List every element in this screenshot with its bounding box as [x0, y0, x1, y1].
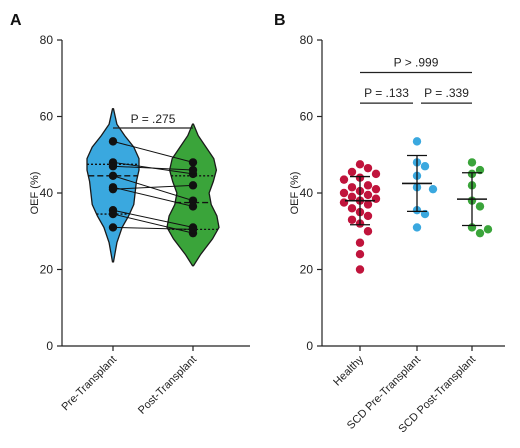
comparison-brackets: P = .133 P = .339 P > .999: [360, 56, 472, 104]
data-point: [339, 198, 349, 207]
data-point: [363, 190, 373, 200]
y-tick-label: 20: [40, 263, 54, 277]
pair-line: [112, 213, 194, 234]
x-category-label: Post-Transplant: [136, 354, 199, 417]
y-tick-labels: 0 20 40 60 80: [40, 33, 62, 353]
post-point: [188, 158, 198, 167]
pair-line: [112, 140, 194, 163]
data-point: [412, 137, 422, 146]
data-point: [347, 215, 357, 224]
p-value-label: P > .999: [394, 56, 439, 70]
data-point: [371, 184, 381, 194]
pair-line: [112, 226, 194, 230]
data-point: [363, 227, 373, 236]
panel-a-letter: A: [10, 12, 22, 29]
pre-point: [108, 209, 118, 219]
data-point: [420, 162, 430, 171]
pre-point: [108, 137, 118, 146]
post-point: [188, 181, 198, 190]
pre-point: [108, 162, 118, 171]
pre-point: [108, 223, 118, 232]
data-point: [339, 175, 349, 184]
y-tick-label: 80: [300, 33, 314, 47]
y-axis-title: OEF (%): [289, 172, 301, 215]
data-point: [412, 223, 422, 232]
pair-line: [112, 209, 194, 228]
post-point: [188, 202, 198, 211]
post-point: [188, 165, 198, 175]
pair-lines: [112, 140, 194, 234]
data-points: [339, 137, 493, 274]
data-point: [347, 204, 357, 213]
y-tick-label: 40: [300, 186, 314, 200]
data-point: [483, 225, 493, 234]
data-points: [108, 137, 198, 238]
p-value-label: P = .133: [364, 86, 409, 100]
y-tick-label: 60: [40, 110, 54, 124]
y-tick-label: 80: [40, 33, 54, 47]
data-point: [371, 194, 381, 203]
data-point: [339, 188, 349, 198]
mean-sd-bars: [345, 154, 487, 227]
y-tick-label: 0: [46, 339, 53, 353]
data-point: [347, 167, 357, 177]
data-point: [475, 228, 485, 238]
y-tick-label: 20: [300, 263, 314, 277]
panel-a: A 0 20 40 60 80 OEF (%) Pre-Transplant Post-T…: [10, 12, 250, 417]
data-point: [347, 192, 357, 202]
x-category-label: Pre-Transplant: [59, 354, 119, 414]
y-axis: [61, 40, 250, 347]
pair-line: [112, 184, 194, 190]
post-point: [188, 225, 198, 234]
p-value-label: P = .275: [131, 112, 176, 126]
panel-b-letter: B: [274, 12, 286, 29]
data-point: [355, 265, 365, 274]
p-value-label: P = .339: [424, 86, 469, 100]
x-category-label: Healthy: [331, 353, 366, 388]
data-point: [363, 200, 373, 209]
y-tick-label: 60: [300, 110, 314, 124]
pair-line: [112, 165, 194, 171]
data-point: [355, 160, 365, 169]
data-point: [371, 169, 381, 179]
y-tick-label: 0: [306, 339, 313, 353]
pair-line: [112, 186, 194, 207]
y-tick-labels: 0 20 40 60 80: [300, 33, 322, 353]
data-point: [347, 183, 357, 192]
y-tick-label: 40: [40, 186, 54, 200]
pre-point: [108, 184, 118, 194]
data-point: [355, 238, 365, 247]
pair-line: [112, 175, 194, 202]
data-point: [363, 163, 373, 173]
data-point: [475, 202, 485, 211]
data-point: [428, 184, 438, 194]
data-point: [363, 211, 373, 221]
data-point: [355, 250, 365, 259]
y-axis: [321, 40, 505, 347]
y-axis-title: OEF (%): [29, 172, 41, 215]
data-point: [363, 181, 373, 190]
x-category-labels: Pre-Transplant Post-Transplant: [59, 346, 199, 417]
pre-point: [108, 171, 118, 180]
post-point: [188, 196, 198, 205]
comparison-bracket: P = .275: [113, 112, 193, 129]
data-point: [467, 158, 477, 167]
